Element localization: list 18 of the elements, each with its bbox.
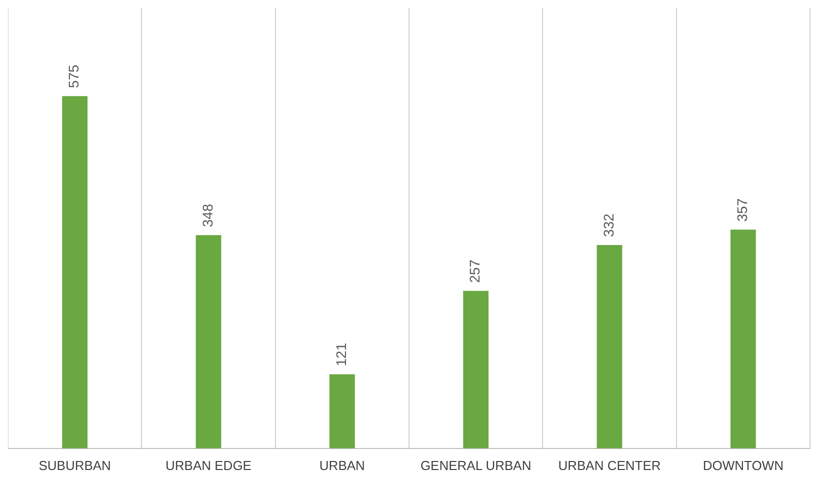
data-label: 575 (66, 64, 82, 88)
bar (196, 235, 222, 448)
bar (62, 96, 88, 448)
bar (596, 244, 622, 448)
data-label: 121 (333, 342, 350, 366)
bar (329, 374, 355, 448)
x-tick-label: URBAN EDGE (166, 458, 252, 473)
x-tick-label: URBAN (319, 458, 365, 473)
x-tick-label: SUBURBAN (38, 458, 111, 473)
data-label: 357 (734, 198, 750, 222)
data-label: 348 (199, 204, 216, 228)
bar (730, 230, 756, 448)
data-label: 332 (600, 213, 616, 237)
x-tick-label: GENERAL URBAN (420, 458, 532, 473)
data-label: 257 (466, 259, 483, 283)
bar (463, 290, 489, 448)
x-tick-label: URBAN CENTER (558, 458, 661, 473)
x-tick-label: DOWNTOWN (702, 458, 784, 473)
